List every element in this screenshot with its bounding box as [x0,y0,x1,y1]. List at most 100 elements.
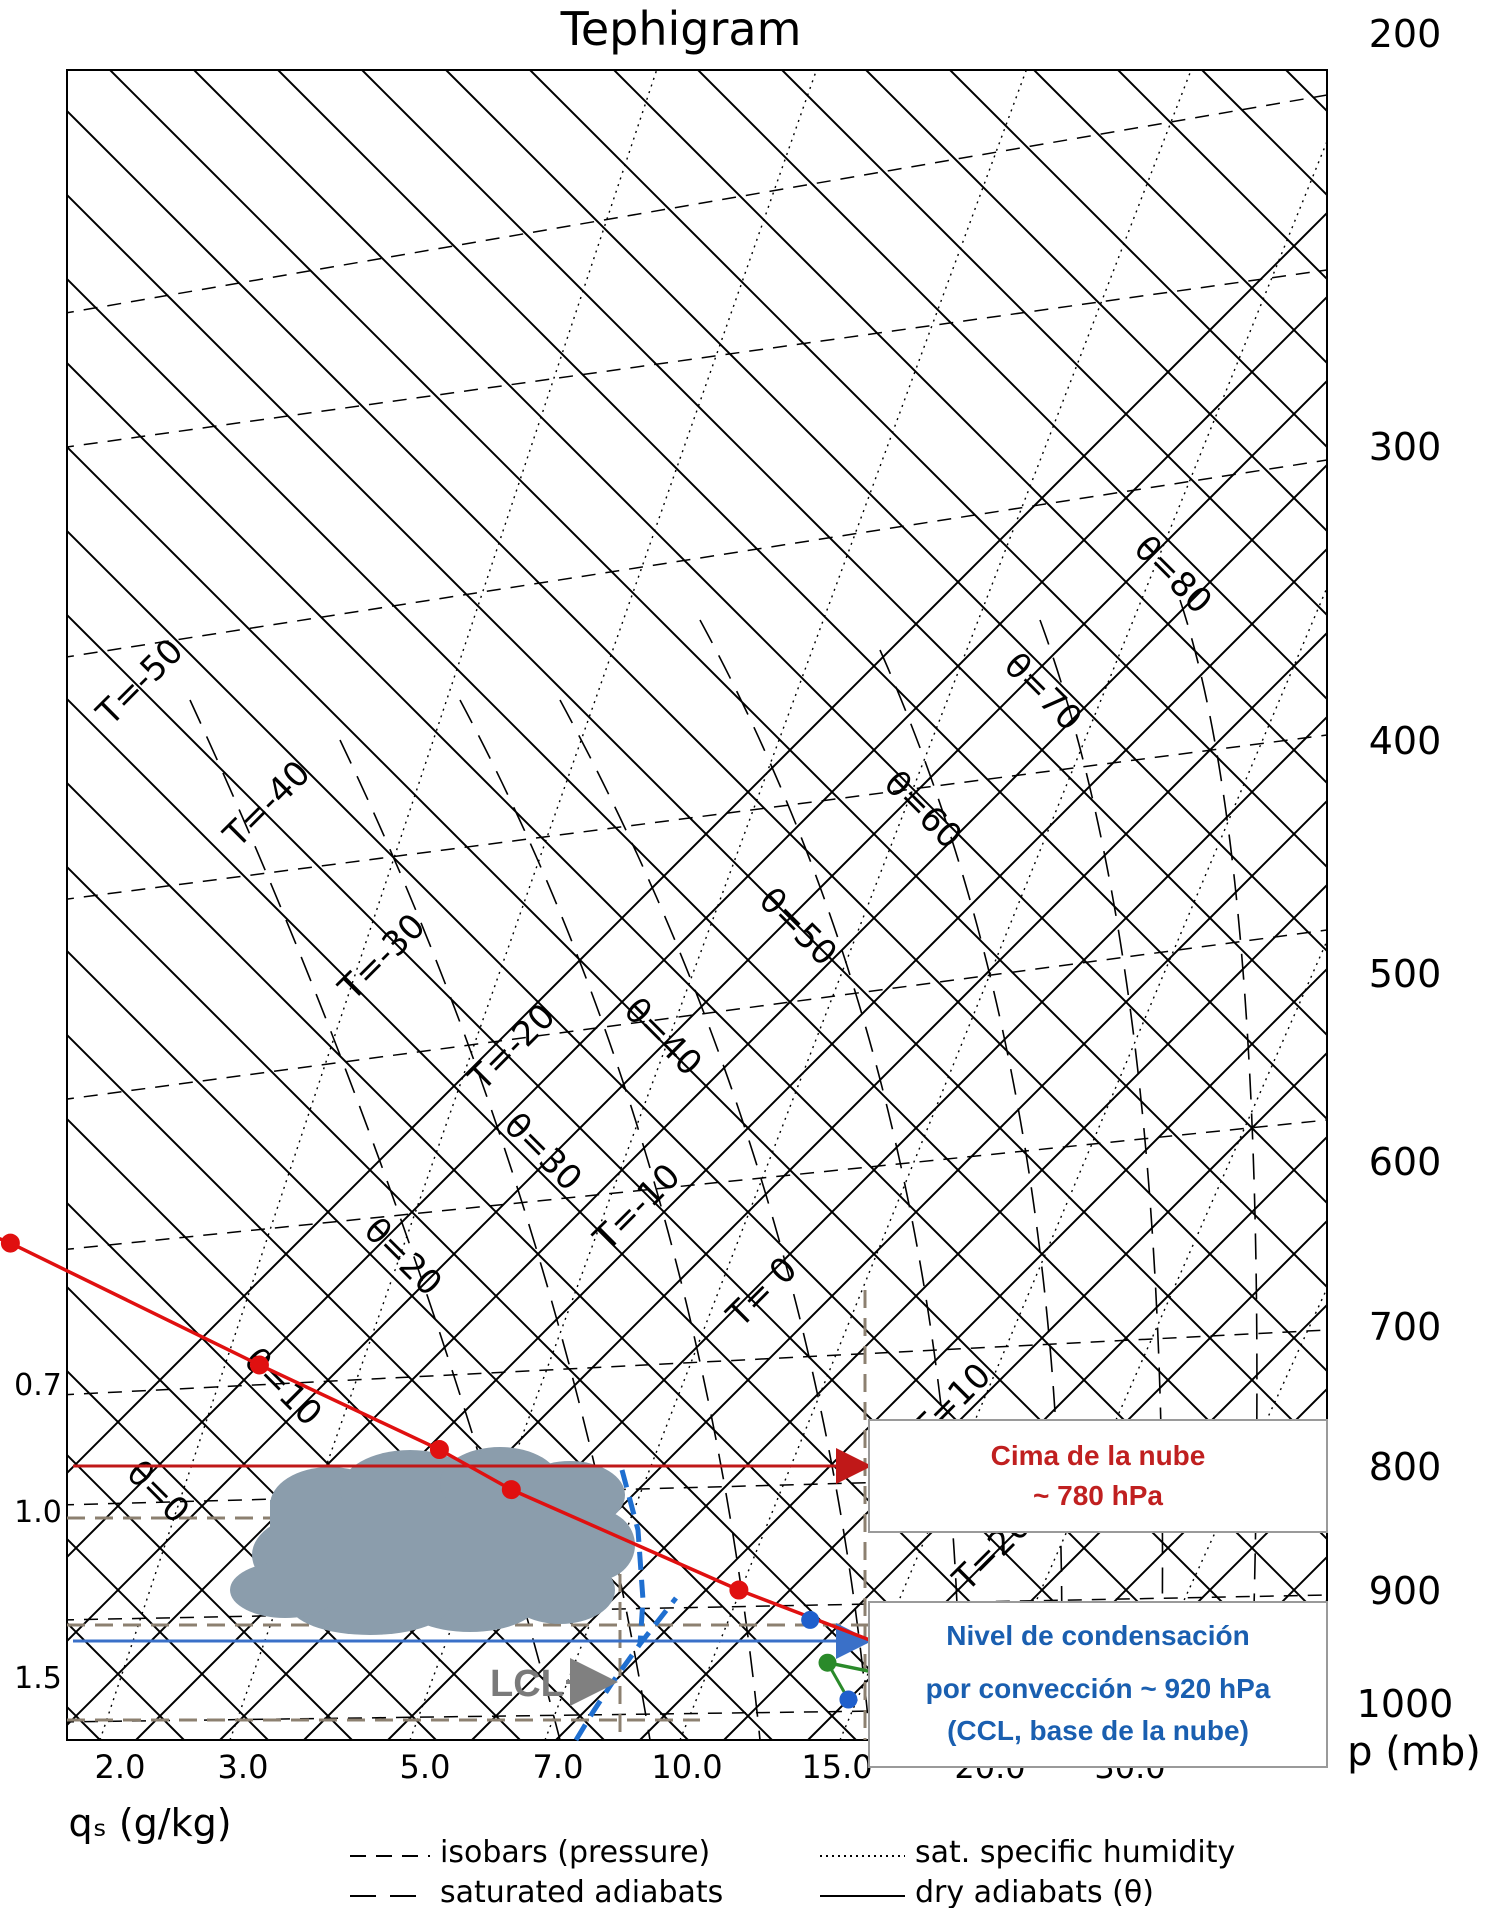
left-qs-axis: 0.7 1.0 1.5 [14,1368,62,1696]
theta-label: θ=70 [996,645,1090,739]
pressure-tick-label: 600 [1369,1140,1442,1184]
dry-adiabat-line [67,211,1327,1475]
legend-dry-adiabats: dry adiabats (θ) [915,1875,1154,1908]
cloud-shape [230,1447,635,1635]
lcl-label: LCL [490,1663,564,1705]
qs-tick-label: 5.0 [400,1748,451,1786]
sounding-layer [0,1233,1017,1710]
isobar-line [67,1704,1327,1723]
chart-title: Tephigram [560,2,802,56]
ccl-box [868,1601,1328,1768]
sounding-point [501,1480,521,1500]
isotherm-label: T=-40 [215,753,318,856]
cloud-top-line2: ~ 780 hPa [1033,1480,1163,1511]
isotherm-line [360,70,1327,1037]
pressure-tick-label: 300 [1369,425,1442,469]
sat-humidity-line [99,70,658,1740]
sounding-point [429,1440,449,1460]
pressure-tick-label: 700 [1369,1305,1442,1349]
isotherm-line [67,865,941,1740]
qs-tick-label: 2.0 [95,1748,146,1786]
isotherm-line [948,70,1327,449]
pressure-tick-label: 400 [1369,719,1442,763]
isotherm-line [67,1285,521,1740]
sounding-point [729,1580,749,1600]
sounding-point [249,1355,269,1375]
isotherm-line [67,193,1327,1457]
isotherm-label: T=-30 [330,906,433,1009]
isobar-line [67,1119,1327,1251]
isotherm-line [67,949,857,1740]
isotherm-line [864,70,1327,533]
cloud-top-box [868,1419,1328,1533]
isotherm-line [67,1453,353,1740]
isobar-line [67,734,1327,900]
isotherm-line [192,70,1327,1205]
pressure-tick-label: 200 [1369,12,1442,56]
isobar-line [67,94,1327,314]
saturated-adiabat-line [1179,599,1258,1740]
legend-isobars: isobars (pressure) [440,1835,710,1870]
legend-sat-adiabats: saturated adiabats [440,1875,723,1908]
tephigram-grid [0,40,1498,1740]
pressure-axis-label: p (mb) [1347,1729,1481,1775]
saturated-adiabat-line [699,619,961,1740]
saturated-adiabat-line [459,699,761,1740]
isotherm-line [444,70,1327,953]
ccl-line1: Nivel de condensación [946,1620,1249,1651]
isotherm-line [67,697,1109,1740]
cloud-top-line1: Cima de la nube [991,1440,1206,1471]
qs-tick-label: 3.0 [218,1748,269,1786]
isotherm-line [0,40,16,1740]
isotherm-line [276,70,1327,1121]
dry-adiabat-line [67,463,1327,1727]
sat-humidity-line [409,70,1028,1740]
isotherm-label: T= 0 [718,1249,805,1336]
legend: isobars (pressure) saturated adiabats sa… [350,1835,1235,1908]
theta-label: θ=30 [496,1105,590,1199]
qs-axis-label: qₛ (g/kg) [68,1801,231,1845]
theta-label: θ=40 [616,990,710,1084]
left-qs-tick-label: 1.5 [14,1661,62,1696]
sounding-point [0,1233,20,1253]
dry-adiabat-line [303,715,1327,1740]
isotherm-line [67,1369,437,1740]
dry-adiabat-line [1480,40,1498,1740]
left-qs-tick-label: 0.7 [14,1368,62,1403]
dry-adiabat-line [67,379,1327,1643]
legend-sat-humidity: sat. specific humidity [915,1835,1235,1870]
pressure-tick-label: 800 [1369,1445,1442,1489]
ccl-line2: por convección ~ 920 hPa [926,1673,1271,1704]
isotherm-line [67,1705,101,1740]
isotherm-line [67,1201,605,1740]
isotherm-line [67,109,1327,1373]
isotherm-line [67,781,1025,1740]
qs-tick-label: 10.0 [651,1748,722,1786]
theta-label: θ=80 [1126,528,1220,622]
pressure-tick-label: 500 [1369,952,1442,996]
isobar-line [67,269,1327,448]
dry-adiabat-line [471,883,1327,1740]
qs-tick-label: 15.0 [801,1748,872,1786]
dry-adiabat-line [387,799,1327,1740]
sat-humidity-line [839,585,1327,1740]
isobar-line [67,459,1327,658]
isobar-line [67,1594,1327,1621]
ccl-line3: (CCL, base de la nube) [947,1715,1249,1746]
saturated-adiabat-line [879,649,1063,1740]
theta-label: θ=60 [876,763,970,857]
ccl-point [801,1610,820,1629]
isotherm-line [612,70,1327,785]
saturated-adiabat-line [559,699,871,1740]
isotherm-label: T=-20 [460,996,563,1099]
isobar-line [67,929,1327,1100]
isotherm-line [780,70,1327,617]
pressure-axis: 200 300 400 500 600 700 800 900 1000 [1357,12,1454,1726]
pressure-tick-label: 1000 [1357,1682,1454,1726]
isotherm-label: T=-10 [585,1156,688,1259]
sat-humidity-line [679,139,1327,1740]
isobar-line [67,1329,1327,1396]
dry-adiabat-line [67,295,1327,1559]
isotherm-label: T=-50 [88,631,191,734]
